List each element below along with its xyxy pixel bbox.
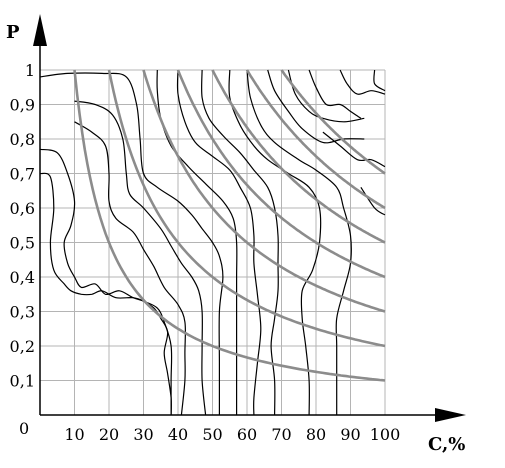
contour-line-2 bbox=[39, 172, 172, 416]
series-curve-2 bbox=[107, 69, 386, 348]
x-axis-arrow bbox=[435, 408, 466, 422]
contour-line-16 bbox=[322, 131, 386, 168]
contour-line-12 bbox=[287, 69, 365, 123]
series-curve-3 bbox=[142, 69, 386, 313]
series-curve-7 bbox=[280, 69, 386, 175]
series-curve-4 bbox=[176, 69, 386, 279]
tick-labels: 10 20 30 40 50 60 70 80 90 1000,10,20,30,40,50,60… bbox=[10, 61, 401, 444]
y-axis-label: P bbox=[6, 22, 20, 43]
contour-line-7 bbox=[176, 69, 262, 416]
y-tick-label: 0,8 bbox=[10, 130, 35, 149]
y-tick-label: 0,9 bbox=[10, 96, 35, 115]
y-tick-label: 0,5 bbox=[10, 234, 35, 253]
x-tick-label: 70 bbox=[271, 425, 291, 444]
contour-line-4 bbox=[74, 100, 207, 416]
contour-line-14 bbox=[339, 69, 386, 95]
contour-line-10 bbox=[246, 69, 352, 415]
x-tick-label: 20 bbox=[99, 425, 119, 444]
y-tick-label: 0,1 bbox=[10, 372, 35, 391]
contour-line-13 bbox=[308, 69, 362, 119]
axes bbox=[33, 14, 466, 422]
series-curve-5 bbox=[211, 69, 386, 244]
series-curve-6 bbox=[245, 69, 386, 210]
x-tick-label: 10 bbox=[64, 425, 84, 444]
x-tick-label: 50 bbox=[202, 425, 222, 444]
contour-lines bbox=[39, 69, 386, 416]
contour-line-8 bbox=[201, 69, 279, 416]
x-tick-label: 80 bbox=[306, 425, 326, 444]
contour-line-5 bbox=[39, 72, 224, 415]
x-tick-label: 100 bbox=[370, 425, 401, 444]
y-tick-label: 0,6 bbox=[10, 199, 35, 218]
origin-label: 0 bbox=[19, 419, 29, 438]
x-tick-label: 30 bbox=[133, 425, 153, 444]
contour-line-17 bbox=[360, 186, 386, 216]
series-curve-1 bbox=[73, 69, 386, 382]
series-curves bbox=[73, 69, 386, 382]
contour-line-3 bbox=[74, 121, 187, 416]
y-tick-label: 0,2 bbox=[10, 337, 35, 356]
y-tick-label: 0,4 bbox=[10, 268, 35, 287]
x-tick-label: 40 bbox=[168, 425, 188, 444]
x-tick-label: 60 bbox=[237, 425, 257, 444]
contour-line-1 bbox=[39, 148, 173, 415]
contour-line-9 bbox=[228, 69, 322, 416]
y-tick-label: 0,3 bbox=[10, 303, 35, 322]
y-tick-label: 0,7 bbox=[10, 165, 35, 184]
x-tick-label: 90 bbox=[340, 425, 360, 444]
y-tick-label: 1 bbox=[25, 61, 35, 80]
y-axis-arrow bbox=[33, 14, 47, 46]
x-axis-label: C,% bbox=[428, 434, 465, 455]
contour-line-15 bbox=[373, 69, 386, 92]
